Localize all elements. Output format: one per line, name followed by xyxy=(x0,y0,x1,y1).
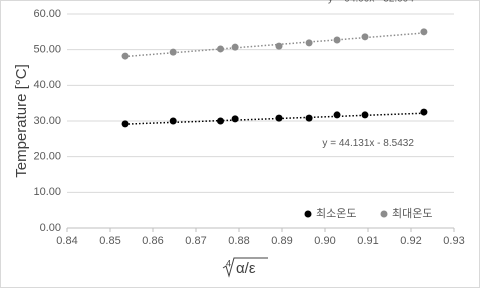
x-tick-label: 0.90 xyxy=(314,235,335,247)
point xyxy=(333,36,341,44)
point xyxy=(333,111,341,119)
point xyxy=(231,43,239,51)
point xyxy=(231,115,239,123)
point xyxy=(275,42,283,50)
y-tick-label: 0.00 xyxy=(40,222,61,234)
point xyxy=(169,117,177,125)
y-tick-label: 60.00 xyxy=(33,8,61,20)
root-index: 4 xyxy=(226,258,231,268)
point xyxy=(217,117,225,125)
trendline-equation: y = 94.99x - 32.994 xyxy=(328,0,414,5)
x-tick-label: 0.93 xyxy=(443,235,464,247)
x-tick-label: 0.87 xyxy=(185,235,206,247)
point xyxy=(275,114,283,122)
point xyxy=(361,111,369,119)
x-tick-label: 0.92 xyxy=(400,235,421,247)
radicand: α/ε xyxy=(236,260,256,277)
legend-marker xyxy=(304,210,312,218)
x-tick-label: 0.89 xyxy=(271,235,292,247)
y-tick-label: 50.00 xyxy=(33,44,61,56)
point xyxy=(420,28,428,36)
legend-marker xyxy=(380,210,388,218)
point xyxy=(361,33,369,41)
x-tick-label: 0.88 xyxy=(228,235,249,247)
x-tick-label: 0.91 xyxy=(357,235,378,247)
point xyxy=(217,45,225,53)
legend-label: 최대온도 xyxy=(392,207,432,220)
x-tick-label: 0.84 xyxy=(56,235,77,247)
point xyxy=(420,108,428,116)
y-tick-label: 40.00 xyxy=(33,79,61,91)
x-tick-label: 0.86 xyxy=(142,235,163,247)
legend-label: 최소온도 xyxy=(316,207,356,220)
x-axis-title: 4 α/ε xyxy=(222,257,268,278)
point xyxy=(305,114,313,122)
point xyxy=(121,120,129,128)
legend: 최소온도 최대온도 xyxy=(304,207,432,220)
radical-sign xyxy=(222,257,268,278)
point xyxy=(305,39,313,47)
y-tick-label: 30.00 xyxy=(33,115,61,127)
point xyxy=(121,52,129,60)
y-tick-label: 10.00 xyxy=(33,186,61,198)
x-tick-label: 0.85 xyxy=(99,235,120,247)
trendline-equation: y = 44.131x - 8.5432 xyxy=(322,138,414,149)
y-axis-title: Temperature [°C] xyxy=(13,64,30,178)
y-tick-label: 20.00 xyxy=(33,151,61,163)
point xyxy=(169,48,177,56)
